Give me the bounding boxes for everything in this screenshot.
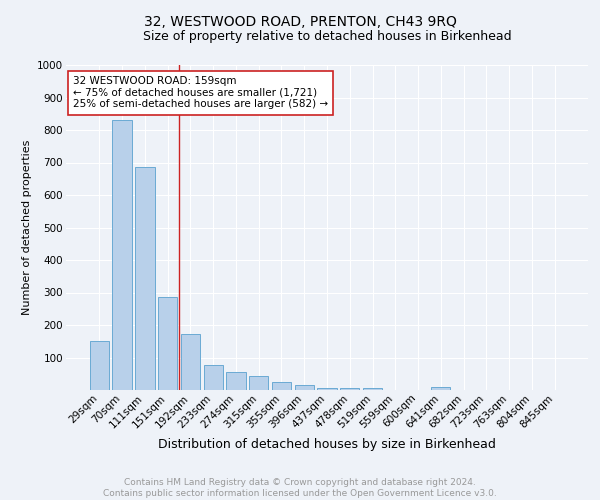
Bar [249,376,268,390]
Bar [340,388,359,390]
Bar [181,334,200,390]
Bar [226,372,245,390]
Text: Contains HM Land Registry data © Crown copyright and database right 2024.
Contai: Contains HM Land Registry data © Crown c… [103,478,497,498]
Bar [317,388,337,390]
Bar [295,386,314,390]
X-axis label: Distribution of detached houses by size in Birkenhead: Distribution of detached houses by size … [158,438,496,451]
Bar [112,120,132,390]
Bar [431,387,451,390]
Text: 32, WESTWOOD ROAD, PRENTON, CH43 9RQ: 32, WESTWOOD ROAD, PRENTON, CH43 9RQ [143,15,457,29]
Title: Size of property relative to detached houses in Birkenhead: Size of property relative to detached ho… [143,30,511,43]
Bar [135,168,155,390]
Y-axis label: Number of detached properties: Number of detached properties [22,140,32,315]
Bar [272,382,291,390]
Bar [158,298,178,390]
Bar [363,388,382,390]
Text: 32 WESTWOOD ROAD: 159sqm
← 75% of detached houses are smaller (1,721)
25% of sem: 32 WESTWOOD ROAD: 159sqm ← 75% of detach… [73,76,328,110]
Bar [90,341,109,390]
Bar [203,364,223,390]
